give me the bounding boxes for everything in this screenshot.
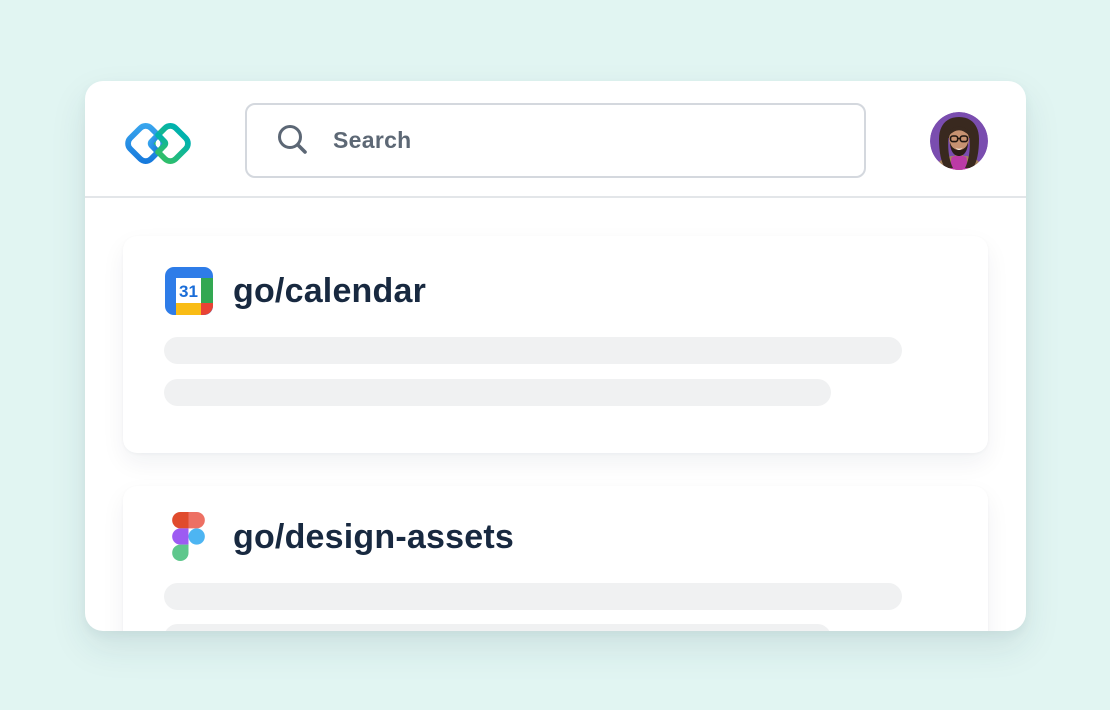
search-icon	[275, 123, 311, 159]
main-panel: 31 go/calendar go/design-assets	[85, 81, 1026, 631]
google-calendar-icon: 31	[165, 267, 213, 315]
skeleton-line	[164, 583, 902, 610]
golink-title: go/calendar	[233, 272, 427, 310]
search-input[interactable]	[331, 126, 864, 155]
golink-title: go/design-assets	[233, 518, 514, 556]
search-bar[interactable]	[245, 103, 866, 178]
calendar-day-number: 31	[179, 282, 198, 301]
user-avatar[interactable]	[930, 112, 988, 170]
golink-card-design-assets[interactable]: go/design-assets	[123, 486, 988, 631]
header-divider	[85, 196, 1026, 198]
golinks-logo-icon[interactable]	[122, 115, 194, 172]
skeleton-line	[164, 337, 902, 364]
golink-card-calendar[interactable]: 31 go/calendar	[123, 236, 988, 453]
skeleton-line	[164, 624, 831, 631]
figma-icon	[172, 512, 205, 561]
skeleton-line	[164, 379, 831, 406]
